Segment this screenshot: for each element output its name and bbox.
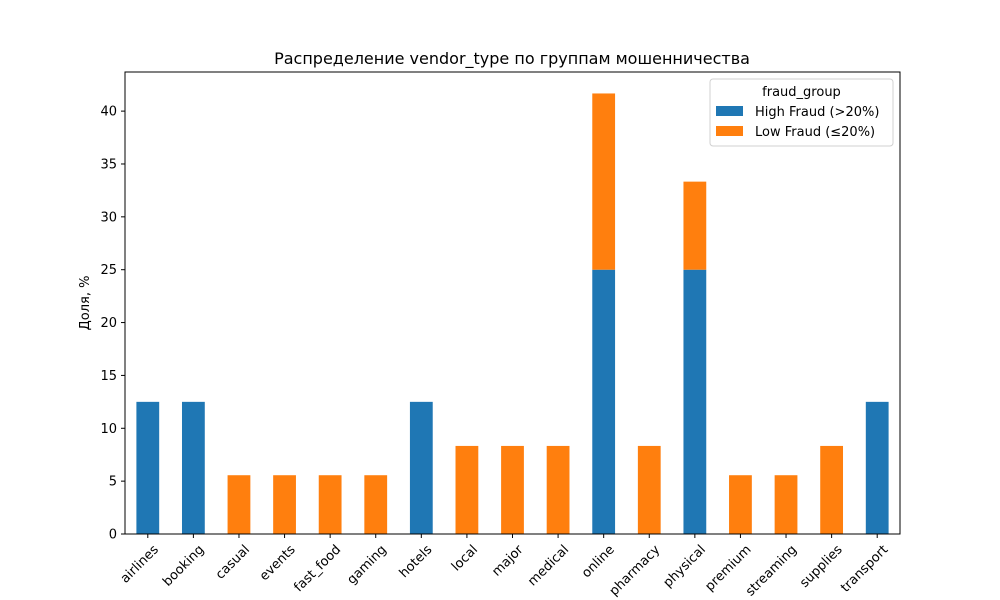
bar-online-series-1 [592, 93, 616, 270]
x-tick-label-local: local [449, 542, 481, 574]
y-tick-label: 10 [100, 422, 117, 437]
bar-fast_food-series-1 [318, 475, 342, 534]
y-tick-label: 35 [100, 157, 117, 172]
x-tick-label-airlines: airlines [118, 542, 162, 586]
legend-label-1: Low Fraud (≤20%) [755, 125, 875, 140]
legend-swatch-1 [716, 126, 743, 136]
x-tick-label-online: online [579, 542, 618, 581]
x-tick-label-medical: medical [525, 542, 572, 589]
x-tick-label-booking: booking [160, 542, 207, 589]
bar-major-series-1 [501, 445, 524, 534]
y-tick-label: 25 [100, 263, 117, 278]
legend-title: fraud_group [762, 85, 841, 100]
y-tick-label: 0 [109, 528, 117, 543]
legend-swatch-0 [716, 106, 743, 116]
bar-local-series-1 [455, 445, 479, 534]
bar-medical-series-1 [546, 445, 570, 534]
bar-hotels-series-0 [409, 401, 433, 534]
bar-gaming-series-1 [364, 475, 388, 534]
chart-title: Распределение vendor_type по группам мош… [274, 49, 750, 69]
bar-pharmacy-series-1 [637, 445, 661, 534]
bar-physical-series-1 [683, 181, 707, 270]
x-tick-label-fast_food: fast_food [291, 542, 344, 595]
x-tick-label-gaming: gaming [345, 542, 390, 587]
bar-physical-series-0 [683, 269, 707, 534]
bar-airlines-series-0 [136, 401, 160, 534]
bar-casual-series-1 [227, 475, 251, 534]
bar-online-series-0 [592, 269, 616, 534]
x-tick-label-casual: casual [213, 542, 253, 582]
y-tick-label: 15 [100, 369, 117, 384]
bar-streaming-series-1 [774, 475, 798, 534]
legend-box [709, 78, 894, 147]
legend-label-0: High Fraud (>20%) [755, 105, 879, 120]
y-tick-label: 30 [100, 210, 117, 225]
bar-supplies-series-1 [820, 445, 844, 534]
legend: fraud_group High Fraud (>20%) Low Fraud (≤… [709, 78, 894, 147]
x-tick-label-transport: transport [838, 542, 891, 595]
x-tick-label-events: events [257, 542, 299, 584]
y-axis-label: Доля, % [78, 276, 93, 331]
bar-transport-series-0 [865, 401, 889, 534]
y-tick-label: 40 [100, 105, 117, 120]
bar-premium-series-1 [729, 475, 752, 534]
bar-events-series-1 [273, 475, 296, 534]
y-tick-label: 5 [109, 475, 117, 490]
x-tick-label-hotels: hotels [397, 542, 436, 581]
y-tick-label: 20 [100, 316, 117, 331]
bar-booking-series-0 [181, 401, 205, 534]
x-tick-label-major: major [489, 542, 527, 580]
